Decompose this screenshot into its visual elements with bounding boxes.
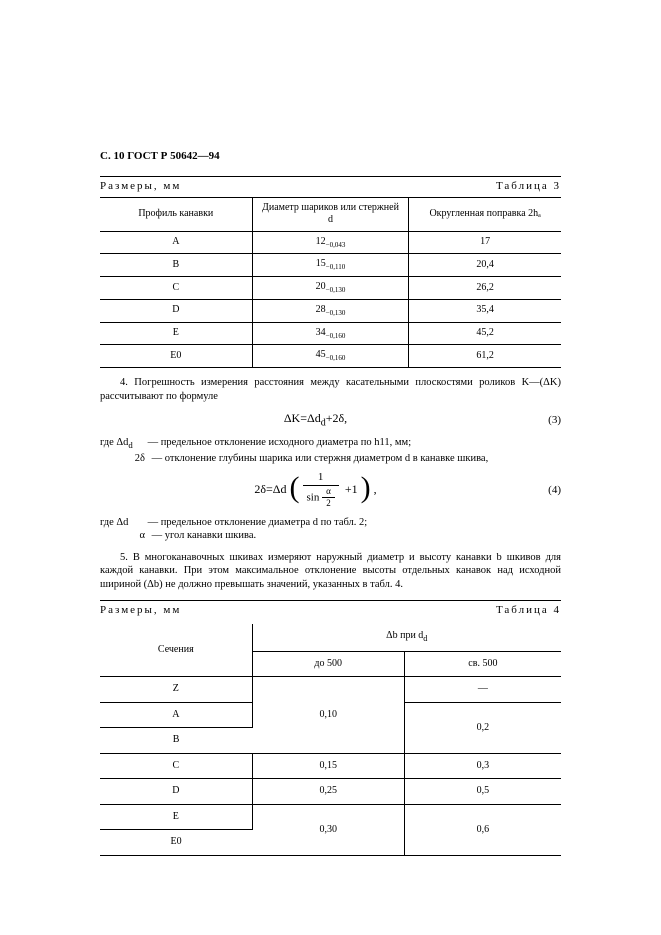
- formula-4: 2δ=Δd ( 1 sin α 2 +1 ) , (4): [100, 471, 561, 509]
- t4-r4-c2: 0,5: [404, 779, 561, 805]
- t4-r3-c0: C: [100, 753, 252, 779]
- table3-caption: Размеры, мм Таблица 3: [100, 176, 561, 198]
- t4-r5-c2: 0,6: [404, 804, 561, 855]
- table4-caption-left: Размеры, мм: [100, 604, 181, 618]
- t4-r3-c1: 0,15: [252, 753, 404, 779]
- table3-row2-correction: 26,2: [409, 277, 561, 300]
- table3-h1: Профиль канавки: [100, 198, 252, 232]
- table3-row1-correction: 20,4: [409, 254, 561, 277]
- table3-row4-correction: 45,2: [409, 322, 561, 345]
- table3-caption-left: Размеры, мм: [100, 180, 181, 194]
- t4-r3-c2: 0,3: [404, 753, 561, 779]
- table3-row3-diameter: 28−0,130: [252, 299, 409, 322]
- table4: Сечения Δb при dd до 500 св. 500 Z 0,10 …: [100, 624, 561, 855]
- table3-row5-correction: 61,2: [409, 345, 561, 368]
- table3-row2-profile: C: [100, 277, 252, 300]
- table4-caption-right: Таблица 4: [496, 604, 561, 618]
- table4-h2span: Δb при dd: [252, 624, 561, 651]
- para-4: 4. Погрешность измерения расстояния межд…: [100, 376, 561, 403]
- formula4-plus1: +1: [345, 482, 358, 496]
- where1-d1: — предельное отклонение исходного диамет…: [148, 437, 411, 448]
- where2-d2: — угол канавки шкива.: [152, 530, 257, 541]
- t4-r1-c0: A: [100, 702, 252, 728]
- page-header: С. 10 ГОСТ Р 50642—94: [100, 150, 561, 164]
- table3-row0-diameter: 12−0,043: [252, 231, 409, 254]
- formula4-num1: 1: [303, 471, 339, 486]
- table3-row4-profile: E: [100, 322, 252, 345]
- para-5-text: 5. В многоканавочных шкивах измеряют нар…: [100, 552, 561, 590]
- table3-h2: Диаметр шариков или стержней d: [252, 198, 409, 232]
- table3-row4-diameter: 34−0,160: [252, 322, 409, 345]
- table3-h3: Округленная поправка 2hₐ: [409, 198, 561, 232]
- t4-r0-c0: Z: [100, 677, 252, 703]
- table3-row0-profile: A: [100, 231, 252, 254]
- formula-3: ΔK=Δdd+2δ, (3): [100, 411, 561, 430]
- formula-4-num: (4): [531, 484, 561, 498]
- table3-caption-right: Таблица 3: [496, 180, 561, 194]
- t4-r0-c1: 0,10: [252, 677, 404, 754]
- t4-r4-c1: 0,25: [252, 779, 404, 805]
- table3-row5-diameter: 45−0,160: [252, 345, 409, 368]
- table3: Профиль канавки Диаметр шариков или стер…: [100, 198, 561, 369]
- table3-row1-diameter: 15−0,110: [252, 254, 409, 277]
- table4-h1: Сечения: [100, 624, 252, 676]
- where2-d1: — предельное отклонение диаметра d по та…: [148, 517, 368, 528]
- para-5: 5. В многоканавочных шкивах измеряют нар…: [100, 551, 561, 592]
- table3-row3-profile: D: [100, 299, 252, 322]
- where-1: где Δdd — предельное отклонение исходног…: [100, 436, 561, 465]
- t4-r5-c1: 0,30: [252, 804, 404, 855]
- table3-row2-diameter: 20−0,130: [252, 277, 409, 300]
- t4-r1-c2: 0,2: [404, 702, 561, 753]
- table4-caption: Размеры, мм Таблица 4: [100, 600, 561, 621]
- t4-r2-c0: B: [100, 728, 252, 754]
- formula-3-num: (3): [531, 414, 561, 428]
- formula4-two: 2: [322, 498, 335, 509]
- where2-t2: α: [100, 529, 149, 543]
- t4-r4-c0: D: [100, 779, 252, 805]
- where1-t2: 2δ: [100, 452, 149, 466]
- formula4-alpha: α: [322, 486, 335, 498]
- table4-h2b: св. 500: [404, 651, 561, 677]
- t4-r6-c0: E0: [100, 830, 252, 856]
- table3-row0-correction: 17: [409, 231, 561, 254]
- where1-d2: — отклонение глубины шарика или стержня …: [152, 453, 489, 464]
- para-4-text: 4. Погрешность измерения расстояния межд…: [100, 377, 561, 402]
- formula4-sin: sin: [307, 491, 320, 503]
- table4-h2a: до 500: [252, 651, 404, 677]
- where-2: где Δd — предельное отклонение диаметра …: [100, 516, 561, 543]
- t4-r0-c2: —: [404, 677, 561, 703]
- t4-r5-c0: E: [100, 804, 252, 830]
- table3-row3-correction: 35,4: [409, 299, 561, 322]
- table3-row5-profile: E0: [100, 345, 252, 368]
- table3-row1-profile: B: [100, 254, 252, 277]
